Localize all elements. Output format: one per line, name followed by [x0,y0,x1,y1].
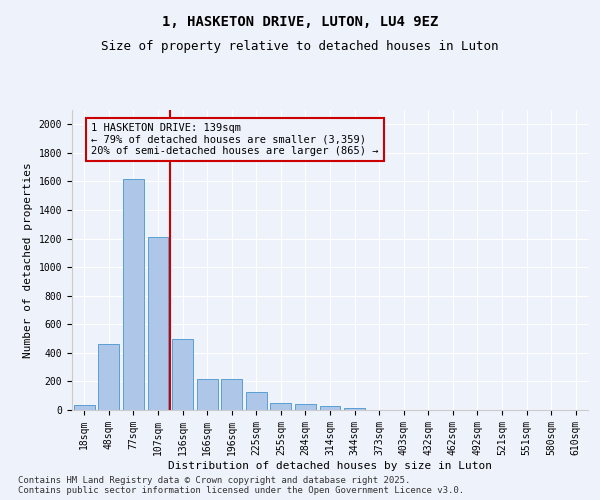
Y-axis label: Number of detached properties: Number of detached properties [23,162,33,358]
Bar [271,403,292,410]
X-axis label: Distribution of detached houses by size in Luton: Distribution of detached houses by size … [168,460,492,470]
Bar [74,405,95,410]
Text: Contains HM Land Registry data © Crown copyright and database right 2025.
Contai: Contains HM Land Registry data © Crown c… [18,476,464,495]
Text: 1 HASKETON DRIVE: 139sqm
← 79% of detached houses are smaller (3,359)
20% of sem: 1 HASKETON DRIVE: 139sqm ← 79% of detach… [91,123,379,156]
Bar [221,378,242,410]
Bar [320,406,340,410]
Bar [172,338,193,410]
Bar [123,178,144,410]
Bar [295,404,316,410]
Bar [197,378,218,410]
Text: Size of property relative to detached houses in Luton: Size of property relative to detached ho… [101,40,499,53]
Bar [344,408,365,410]
Bar [98,344,119,410]
Bar [148,237,169,410]
Bar [246,392,267,410]
Text: 1, HASKETON DRIVE, LUTON, LU4 9EZ: 1, HASKETON DRIVE, LUTON, LU4 9EZ [162,15,438,29]
